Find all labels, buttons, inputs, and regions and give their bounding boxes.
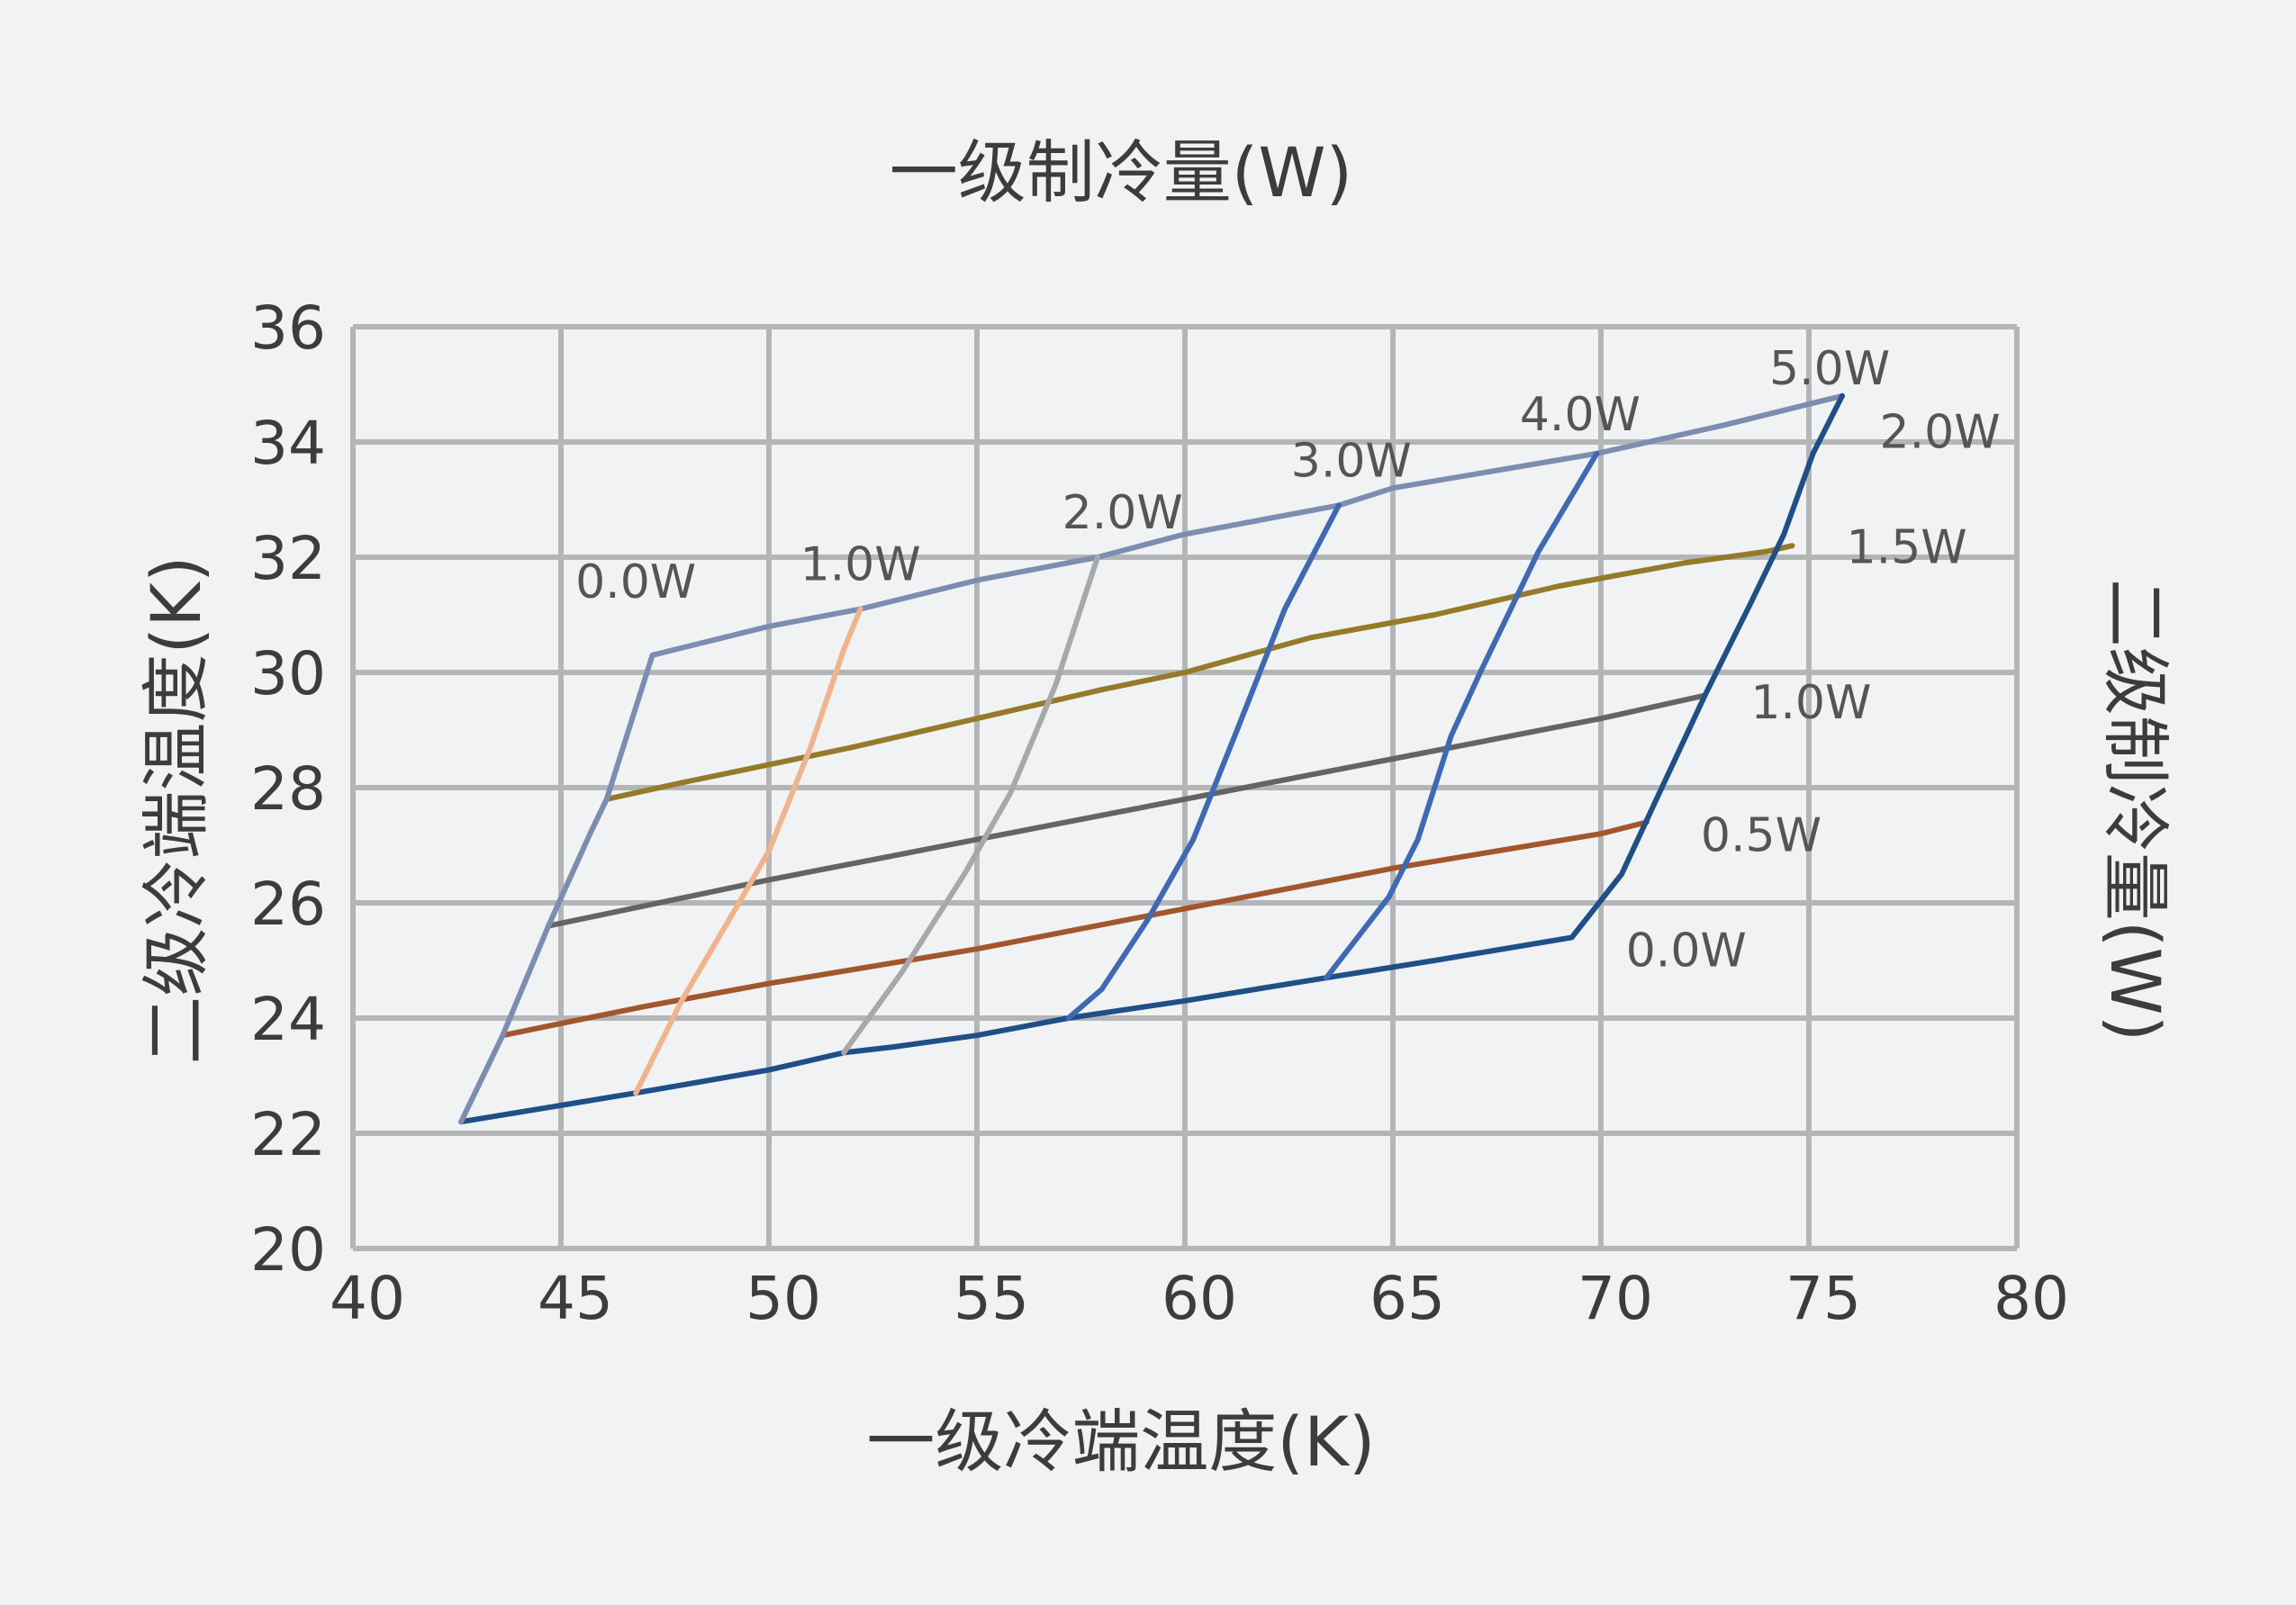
tick-labels: 40 45 50 55 60 65 70 75 80 20 22 24 26 28 30 32 34 36: [250, 293, 2069, 1333]
y-tick-label: 34: [250, 409, 326, 478]
grid: [350, 324, 2020, 1251]
first-stage-series-line: [633, 606, 863, 1096]
x-tick-label: 75: [1785, 1264, 1861, 1333]
capacity-label: 5.0W: [1769, 342, 1890, 396]
y-tick-label: 36: [250, 293, 326, 363]
y-tick-label: 30: [250, 639, 326, 708]
capacity-label: 1.0W: [800, 538, 921, 592]
capacity-label: 1.0W: [1750, 676, 1871, 730]
x-tick-label: 45: [538, 1264, 613, 1333]
y-tick-label: 28: [250, 754, 326, 824]
first-stage-series-line: [1324, 450, 1600, 981]
first-stage-series-line: [841, 555, 1100, 1056]
x-tick-label: 40: [330, 1264, 405, 1333]
x-tick-label: 55: [954, 1264, 1029, 1333]
y-tick-label: 24: [250, 985, 326, 1054]
capacity-label: 0.0W: [1626, 924, 1747, 978]
capacity-label: 0.0W: [575, 555, 696, 609]
second-stage-series-line: [500, 819, 1650, 1039]
y-tick-label: 20: [250, 1215, 326, 1285]
capacity-label: 3.0W: [1291, 434, 1412, 488]
second-stage-series-line: [603, 543, 1795, 802]
first-stage-series-line: [1568, 392, 1845, 941]
annotation-layer: 0.0W 1.0W 2.0W 3.0W 4.0W 5.0W 2.0W 1.5W 1.0W 0.5W…: [575, 342, 2001, 978]
y-tick-label: 32: [250, 524, 326, 593]
y-tick-label: 26: [250, 870, 326, 939]
first-stage-series-line: [458, 652, 655, 1125]
x-axis-label: 一级冷端温度(K): [866, 1402, 1375, 1482]
capacity-label: 1.5W: [1847, 520, 1967, 574]
x-tick-label: 50: [746, 1264, 821, 1333]
second-stage-series-line: [649, 392, 1845, 658]
y-axis-label: 二级冷端温度(K): [136, 555, 216, 1064]
chart-title: 一级制冷量(W): [890, 132, 1352, 212]
capacity-label: 0.5W: [1701, 808, 1821, 862]
first-stage-series-line: [1065, 502, 1342, 1021]
x-tick-label: 70: [1577, 1264, 1653, 1333]
y2-axis-label: 二级制冷量(W): [2095, 579, 2175, 1041]
x-tick-label: 65: [1369, 1264, 1445, 1333]
capacity-label: 2.0W: [1062, 486, 1183, 540]
second-stage-series-line: [458, 934, 1575, 1125]
series-layer: [458, 392, 1845, 1125]
capacity-label: 2.0W: [1880, 405, 2001, 459]
second-stage-series-line: [546, 692, 1708, 929]
capacity-label: 4.0W: [1520, 388, 1641, 442]
y-tick-label: 22: [250, 1100, 326, 1169]
x-tick-label: 60: [1162, 1264, 1237, 1333]
x-tick-label: 80: [1993, 1264, 2069, 1333]
